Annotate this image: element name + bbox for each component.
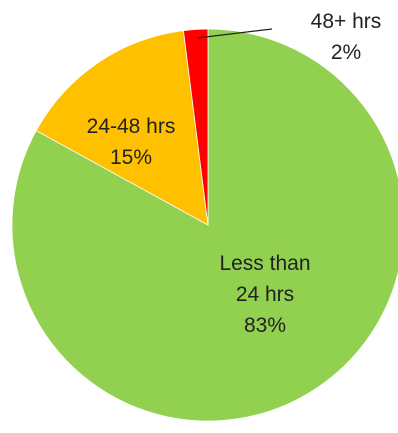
data-label-value: 83% [244, 314, 286, 337]
data-label-category: 48+ hrs [311, 10, 382, 33]
data-label-category: 24 hrs [236, 283, 294, 306]
data-label-value: 15% [110, 146, 152, 169]
pie-slices [11, 28, 398, 422]
data-label-24-48-hrs: 24-48 hrs 15% [87, 115, 176, 169]
data-label-category: 24-48 hrs [87, 115, 176, 138]
data-label-48-hrs: 48+ hrs 2% [311, 10, 382, 64]
pie-slice-24-48-hrs [35, 30, 209, 226]
data-labels: Less than 24 hrs 83% 24-48 hrs 15% 48+ hrs 2% [87, 10, 382, 337]
pie-slice-less-than-24-hrs [11, 28, 398, 422]
pie-slice-48-hrs [182, 28, 209, 226]
leader-line-48-hrs [196, 28, 273, 39]
data-label-value: 2% [331, 41, 361, 64]
data-label-less-than-24-hrs: Less than 24 hrs 83% [219, 252, 310, 337]
data-label-category: Less than [219, 252, 310, 275]
leader-lines [196, 28, 273, 39]
